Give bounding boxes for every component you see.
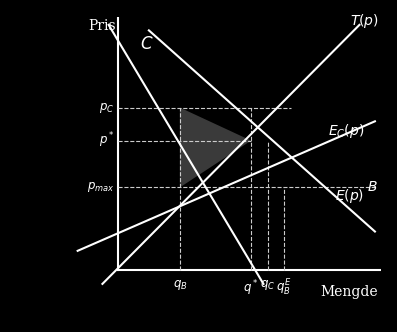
Text: $E(p)$: $E(p)$ xyxy=(335,187,364,205)
Text: $C$: $C$ xyxy=(140,36,153,53)
Text: $p_{max}$: $p_{max}$ xyxy=(87,181,114,195)
Text: Pris: Pris xyxy=(89,19,116,33)
Text: $B$: $B$ xyxy=(367,181,378,195)
Text: $T(p)$: $T(p)$ xyxy=(350,12,379,31)
Text: $p_C$: $p_C$ xyxy=(99,101,114,115)
Polygon shape xyxy=(180,108,251,188)
Text: $q_B$: $q_B$ xyxy=(173,278,187,292)
Text: $q_C$: $q_C$ xyxy=(260,278,276,292)
Text: $q^*$: $q^*$ xyxy=(243,278,259,298)
Text: $E_C(p)$: $E_C(p)$ xyxy=(328,122,365,140)
Text: Mengde: Mengde xyxy=(320,285,378,299)
Text: $p^*$: $p^*$ xyxy=(98,131,114,150)
Text: $q_B^E$: $q_B^E$ xyxy=(276,278,291,298)
